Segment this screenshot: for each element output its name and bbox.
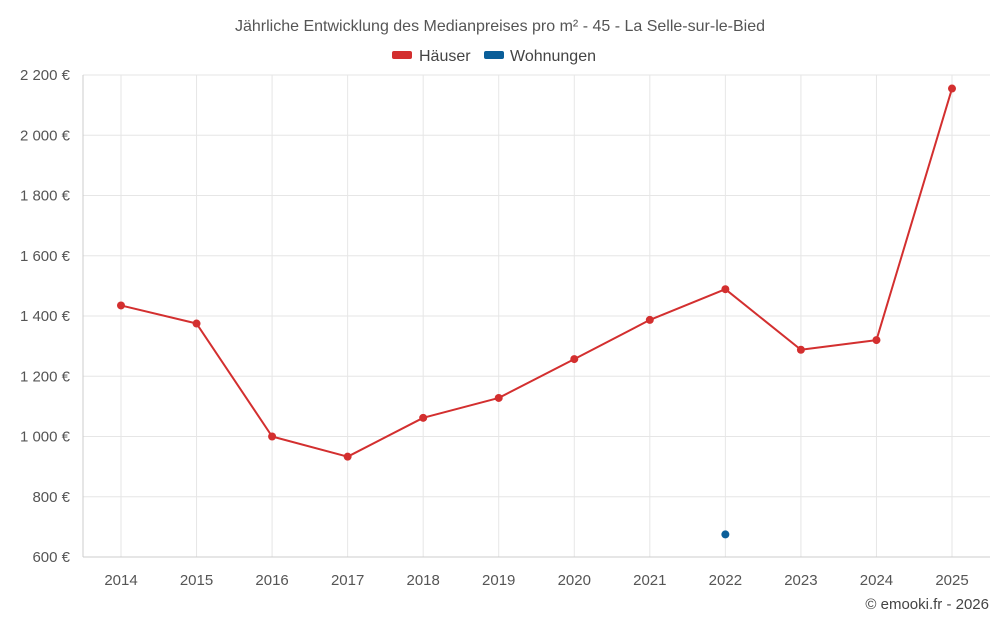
x-tick-label: 2016 xyxy=(255,572,288,589)
legend-label-wohnungen: Wohnungen xyxy=(510,48,596,65)
x-tick-label: 2022 xyxy=(709,572,742,589)
data-point-haeuser[interactable] xyxy=(117,301,125,310)
axes: 600 € 800 € 1 000 € 1 200 € 1 400 € 1 600 € 1 … xyxy=(20,67,990,589)
x-tick-label: 2025 xyxy=(935,572,968,589)
y-tick-label: 1 800 € xyxy=(20,188,71,205)
y-tick-label: 1 000 € xyxy=(20,429,71,446)
x-tick-label: 2018 xyxy=(406,572,439,589)
data-point-haeuser[interactable] xyxy=(948,84,956,93)
legend-label-haeuser: Häuser xyxy=(419,48,471,65)
chart-title: Jährliche Entwicklung des Medianpreises … xyxy=(235,18,765,35)
legend-swatch-wohnungen xyxy=(484,51,504,59)
y-tick-label: 600 € xyxy=(32,549,70,566)
legend-item-haeuser[interactable]: Häuser xyxy=(392,48,471,65)
y-tick-label: 2 000 € xyxy=(20,127,71,144)
legend[interactable]: Häuser Wohnungen xyxy=(392,48,596,65)
y-tick-label: 1 200 € xyxy=(20,368,71,385)
grid xyxy=(83,74,990,558)
data-point-haeuser[interactable] xyxy=(268,432,277,441)
data-point-haeuser[interactable] xyxy=(419,413,428,422)
legend-swatch-haeuser xyxy=(392,51,412,59)
y-tick-label: 800 € xyxy=(32,489,70,506)
x-tick-label: 2023 xyxy=(784,572,817,589)
legend-item-wohnungen[interactable]: Wohnungen xyxy=(484,48,596,65)
y-tick-label: 1 400 € xyxy=(20,308,71,325)
data-point-haeuser[interactable] xyxy=(192,319,201,328)
data-point-haeuser[interactable] xyxy=(796,345,805,354)
x-tick-label: 2019 xyxy=(482,572,515,589)
data-point-haeuser[interactable] xyxy=(872,336,881,345)
data-point-haeuser[interactable] xyxy=(645,315,654,324)
x-tick-label: 2017 xyxy=(331,572,364,589)
x-tick-label: 2015 xyxy=(180,572,213,589)
data-point-wohnungen[interactable] xyxy=(721,530,730,539)
data-point-haeuser[interactable] xyxy=(721,285,730,294)
x-tick-label: 2024 xyxy=(860,572,893,589)
y-tick-label: 2 200 € xyxy=(20,67,71,84)
credit-text: © emooki.fr - 2026 xyxy=(865,596,989,613)
x-tick-label: 2014 xyxy=(104,572,137,589)
data-point-haeuser[interactable] xyxy=(494,393,503,402)
y-tick-label: 1 600 € xyxy=(20,248,71,265)
data-point-haeuser[interactable] xyxy=(570,355,579,364)
x-tick-label: 2021 xyxy=(633,572,666,589)
series-line-haeuser xyxy=(120,88,953,458)
data-point-haeuser[interactable] xyxy=(343,452,352,461)
x-tick-label: 2020 xyxy=(558,572,591,589)
series xyxy=(117,84,956,539)
